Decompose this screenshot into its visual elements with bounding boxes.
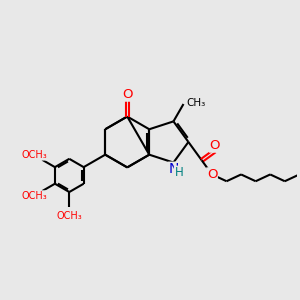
Text: OCH₃: OCH₃ <box>21 191 47 201</box>
Text: CH₃: CH₃ <box>186 98 206 108</box>
Text: O: O <box>122 88 133 101</box>
Text: N: N <box>168 162 178 176</box>
Text: OCH₃: OCH₃ <box>56 211 82 221</box>
Text: H: H <box>174 166 183 179</box>
Text: O: O <box>209 139 220 152</box>
Text: O: O <box>207 168 217 181</box>
Text: OCH₃: OCH₃ <box>21 150 47 160</box>
